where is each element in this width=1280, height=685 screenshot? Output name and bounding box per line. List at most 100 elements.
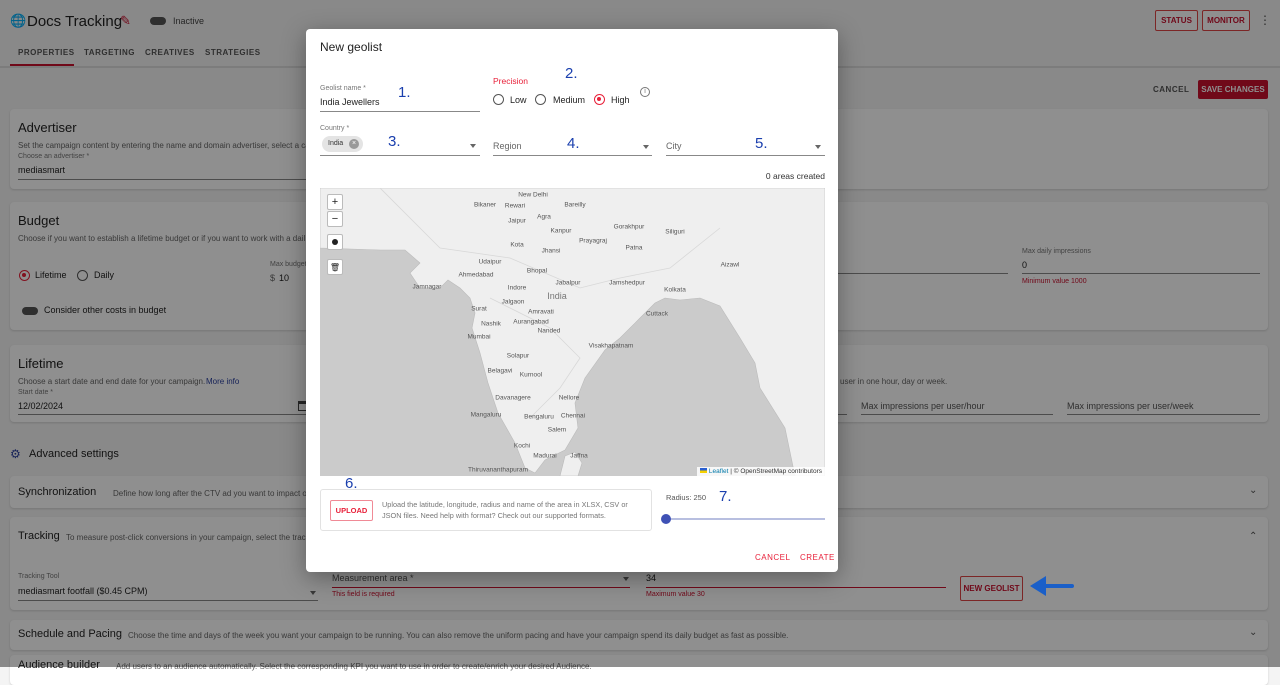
chevron-down-icon[interactable]: ⌄ [1249,485,1258,496]
circle-icon [332,239,338,245]
annotation-1: 1. [398,84,411,101]
status-toggle[interactable] [150,17,166,25]
precision-low-radio[interactable] [493,94,504,105]
max-daily-error: Minimum value 1000 [1022,278,1087,285]
max-daily-underline [1022,273,1260,274]
start-date-input[interactable]: 12/02/2024 [18,401,64,411]
trash-icon: 🗑 [329,262,341,272]
tracking-tool-dropdown-icon[interactable] [310,591,316,595]
country-chip[interactable]: India × [322,136,363,152]
tab-creatives[interactable]: CREATIVES [145,48,195,57]
map-city-label: Madurai [533,452,557,460]
tab-properties[interactable]: PROPERTIES [18,48,75,57]
map-city-label: Jabalpur [555,279,581,287]
map-city-label: Indore [507,284,527,292]
page-title: Docs Tracking [27,13,123,30]
map-city-label: Bikaner [473,201,497,209]
edit-pencil-icon[interactable]: ✎ [120,13,131,28]
info-icon[interactable]: i [640,87,650,97]
city-select[interactable]: City [666,141,682,151]
map-city-label: Prayagraj [579,237,607,245]
sync-title: Synchronization [18,486,97,498]
zoom-in-button[interactable]: + [327,194,343,210]
lifetime-radio[interactable] [19,270,30,281]
tracking-tool-select[interactable]: mediasmart footfall ($0.45 CPM) [18,586,148,596]
value-underline [646,587,946,588]
start-date-underline [18,414,308,415]
draw-circle-button[interactable] [327,234,343,250]
region-select[interactable]: Region [493,141,522,151]
arrow-left-annotation-icon [1030,576,1074,596]
city-dropdown-icon[interactable] [815,145,821,149]
map-city-label: Jaffna [570,452,588,460]
map[interactable]: New Delhi Bikaner Rewari Bareilly Jaipur Agra… [320,188,825,476]
tab-strategies[interactable]: STRATEGIES [205,48,261,57]
budget-desc: Choose if you want to establish a lifeti… [18,234,306,243]
map-city-label: Amravati [528,308,554,316]
dialog-create-button[interactable]: CREATE [800,553,835,562]
schedule-card[interactable]: Schedule and Pacing Choose the time and … [10,620,1268,650]
monitor-button[interactable]: MONITOR [1202,10,1250,31]
value-input[interactable]: 34 [646,573,657,583]
frequency-desc: user in one hour, day or week. [840,377,948,386]
country-label: Country * [320,125,350,132]
geolist-name-input[interactable]: India Jewellers [320,97,380,107]
max-budget-input[interactable]: 10 [279,273,290,283]
precision-high-radio[interactable] [594,94,605,105]
tab-targeting[interactable]: TARGETING [84,48,136,57]
map-city-label: Siliguri [665,228,685,236]
more-menu-icon[interactable]: ⋮ [1259,13,1271,27]
daily-radio[interactable] [77,270,88,281]
advertiser-title: Advertiser [18,120,77,135]
advanced-settings-title: Advanced settings [29,448,119,460]
measurement-area-underline [332,587,630,588]
map-attribution: Leaflet | © OpenStreetMap contributors [697,467,825,476]
more-info-link[interactable]: More info [206,377,240,386]
measurement-area-select[interactable]: Measurement area * [332,573,414,583]
map-city-label: Visakhapatnam [588,342,634,350]
map-city-label: Ahmedabad [458,271,494,279]
precision-medium-radio[interactable] [535,94,546,105]
map-city-label: Kanpur [550,227,572,235]
annotation-4: 4. [567,135,580,152]
leaflet-link[interactable]: Leaflet [708,468,729,475]
map-city-label: Aizawl [720,261,740,269]
other-costs-toggle[interactable] [22,307,38,315]
schedule-title: Schedule and Pacing [18,628,122,640]
zoom-out-button[interactable]: − [327,211,343,227]
save-changes-button[interactable]: SAVE CHANGES [1198,80,1268,99]
upload-button[interactable]: UPLOAD [330,500,373,521]
country-dropdown-icon[interactable] [470,144,476,148]
delete-button[interactable]: 🗑 [327,259,343,275]
region-dropdown-icon[interactable] [643,145,649,149]
cancel-button[interactable]: CANCEL [1153,85,1190,94]
chevron-down-icon[interactable]: ⌄ [1249,627,1258,638]
per-hour-input[interactable]: Max impressions per user/hour [861,401,985,411]
new-geolist-button[interactable]: NEW GEOLIST [960,576,1023,601]
mid-field-underline [830,273,1008,274]
annotation-2: 2. [565,65,578,82]
advertiser-input[interactable]: mediasmart [18,165,66,175]
gear-icon: ⚙ [10,447,21,461]
status-button[interactable]: STATUS [1155,10,1198,31]
precision-high-label: High [611,95,630,105]
per-week-input[interactable]: Max impressions per user/week [1067,401,1194,411]
advertiser-desc: Set the campaign content by entering the… [18,141,310,150]
globe-icon: 🌐 [10,13,27,28]
dialog-cancel-button[interactable]: CANCEL [755,553,791,562]
osm-attribution[interactable]: | © OpenStreetMap contributors [730,468,822,475]
map-city-label: Davanagere [495,394,531,402]
radius-slider-track[interactable] [666,518,825,520]
chip-remove-icon[interactable]: × [349,139,359,149]
upload-help-text: Upload the latitude, longitude, radius a… [382,500,628,520]
map-city-label: Chennai [560,412,586,420]
map-city-label: Nashik [481,320,501,328]
start-date-label: Start date * [18,389,54,396]
tracking-tool-underline [18,600,318,601]
measurement-area-dropdown-icon[interactable] [623,577,629,581]
chevron-up-icon[interactable]: ⌃ [1249,531,1258,542]
advertiser-underline [18,179,318,180]
max-daily-input[interactable]: 0 [1022,260,1028,270]
radius-slider-thumb[interactable] [661,514,671,524]
upload-panel: UPLOAD Upload the latitude, longitude, r… [320,489,652,531]
